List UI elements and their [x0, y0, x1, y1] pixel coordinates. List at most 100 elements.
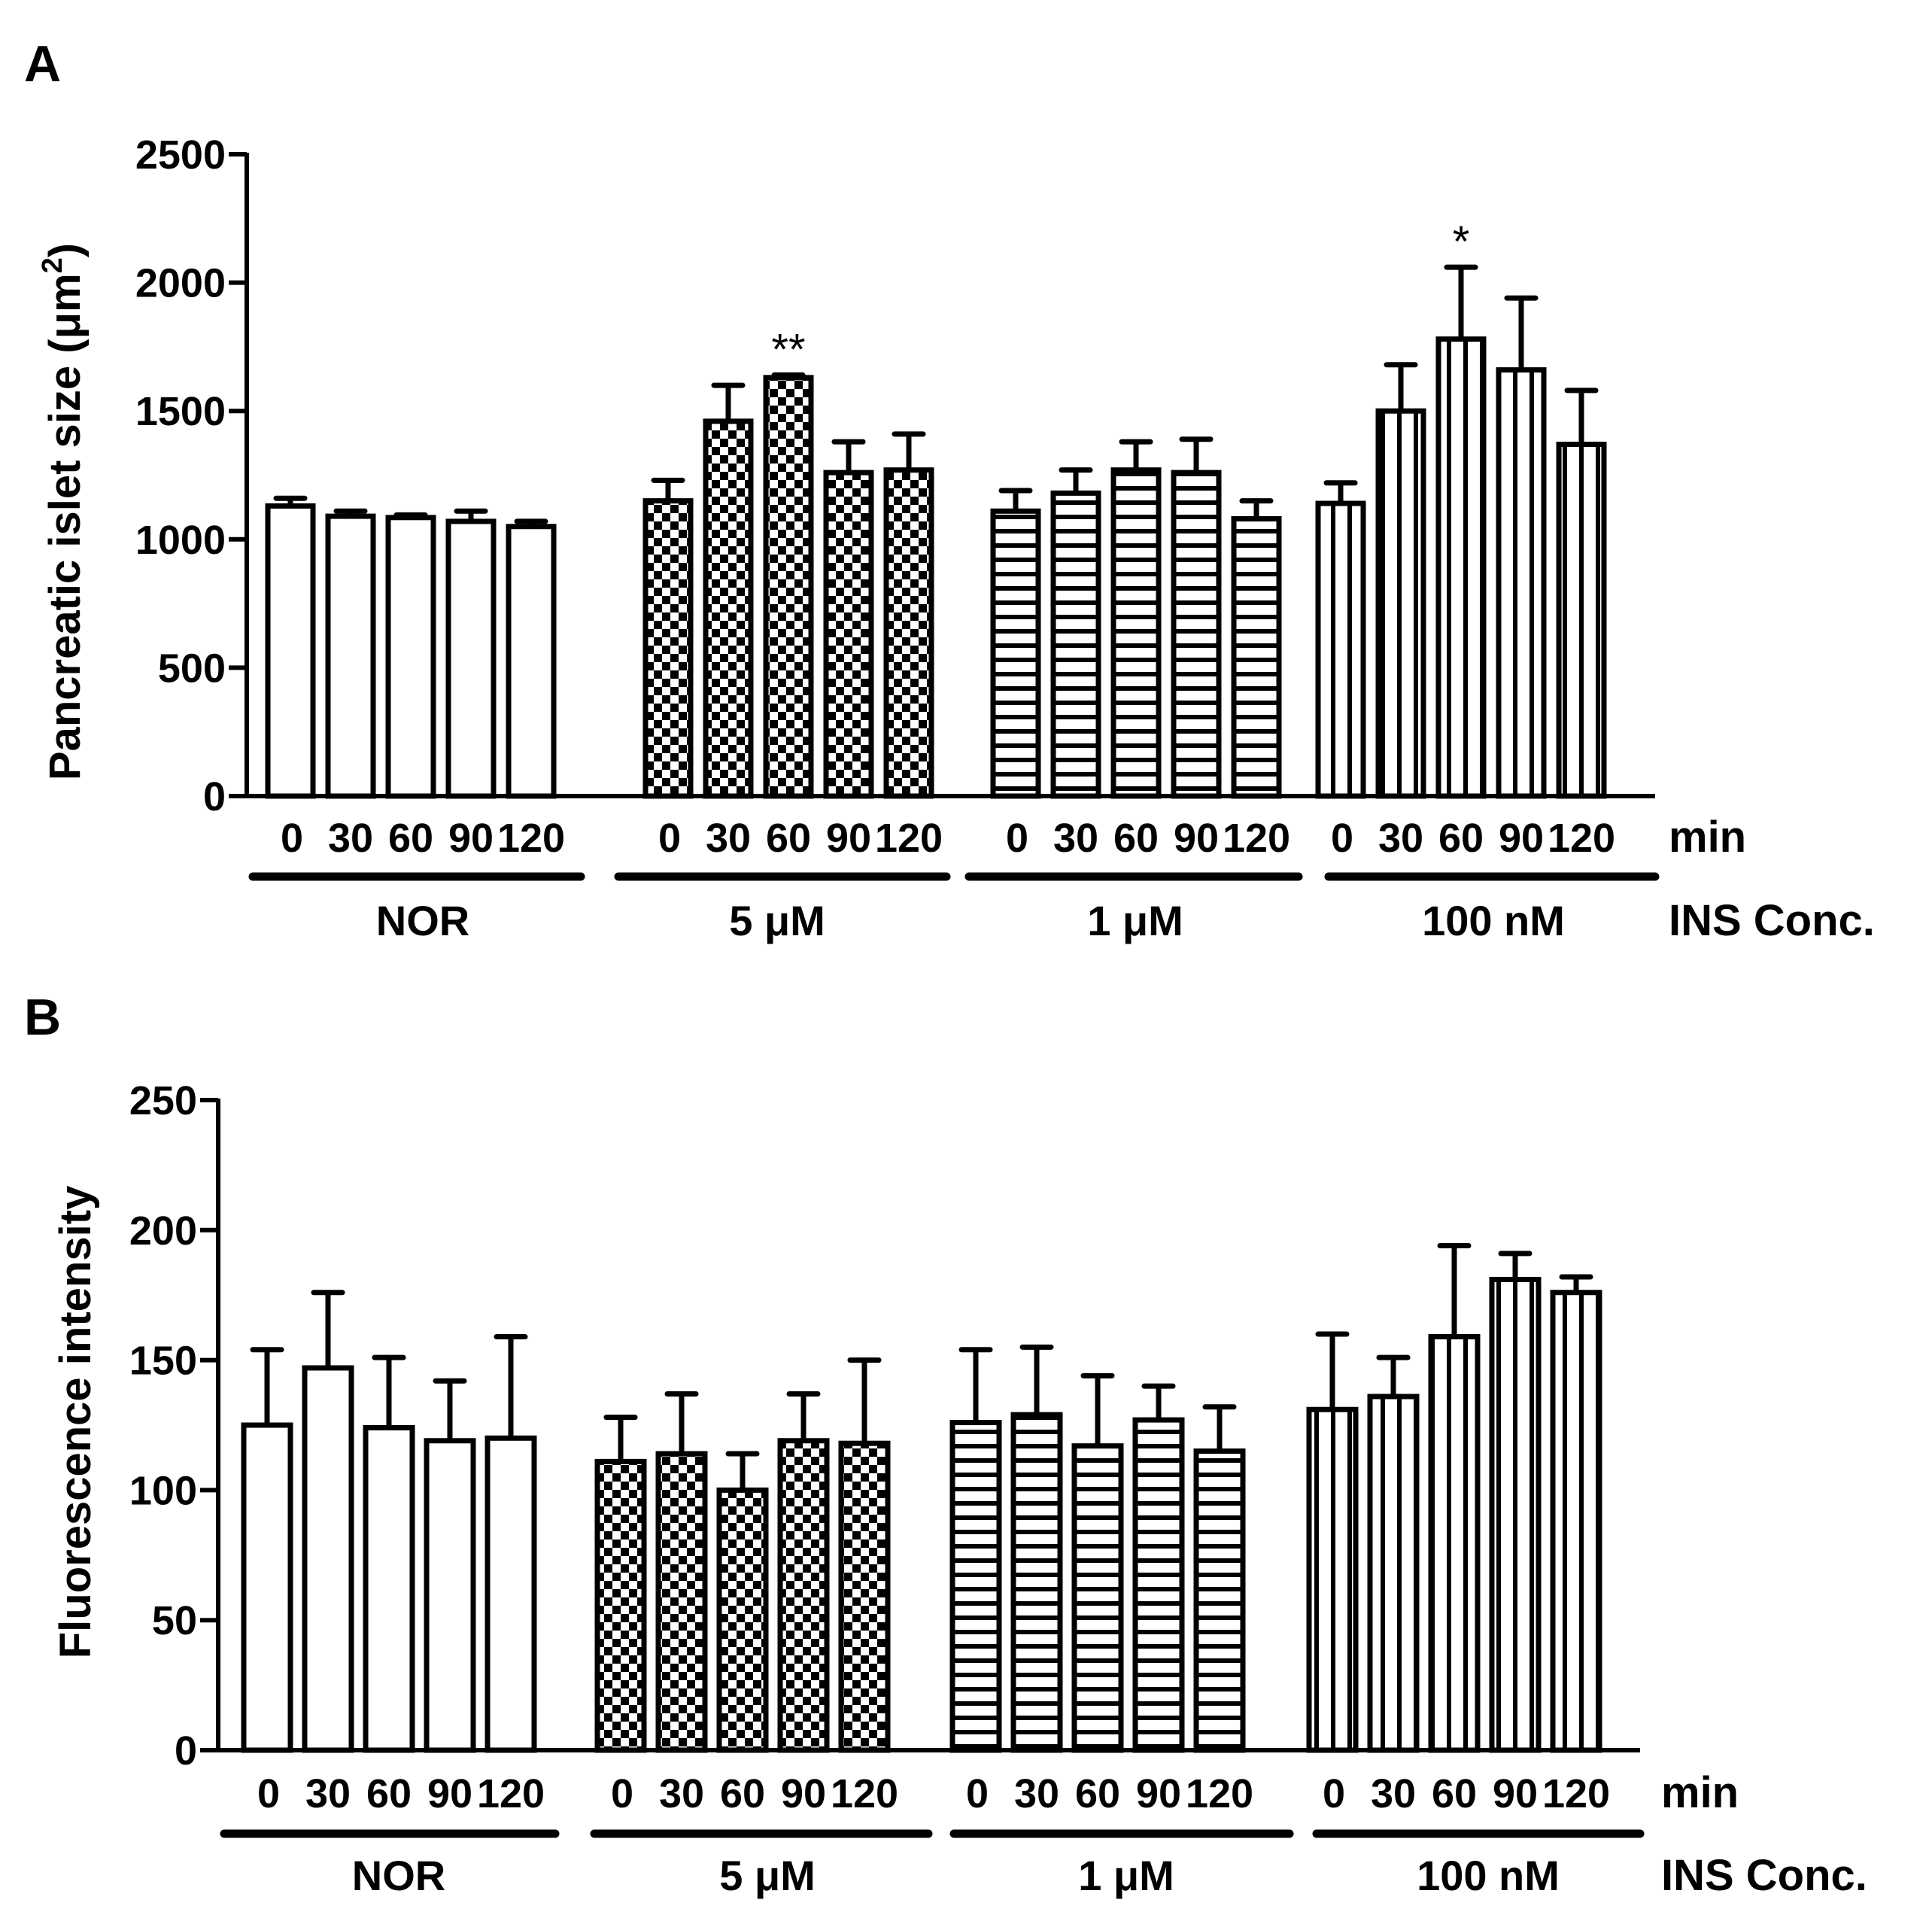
panel-a-bar	[642, 498, 694, 799]
panel-b-y-tick-label: 150	[129, 1339, 197, 1384]
panel-a-chart: A Pancreatic islet size (μm2) *** 050010…	[24, 35, 1875, 945]
panel-b-bar	[241, 1422, 293, 1753]
panel-b-x-tick-label: 90	[427, 1771, 472, 1816]
panel-b-x-tick-label: 30	[1371, 1771, 1416, 1816]
panel-b-bars	[241, 1243, 1602, 1753]
panel-a-y-tick-label: 2500	[135, 132, 226, 178]
panel-b-bar	[777, 1438, 830, 1753]
panel-a-bar	[265, 503, 316, 799]
panel-b-x-tick-label: 0	[966, 1771, 989, 1816]
panel-a-bar	[506, 524, 557, 799]
panel-a-x-tick-label: 120	[1548, 816, 1615, 861]
panel-b-x-tick-label: 120	[831, 1771, 898, 1816]
panel-a-y-tick-label: 1000	[135, 518, 226, 563]
panel-b-bar	[1550, 1290, 1602, 1753]
panel-a-group-labels: NOR 5 μM 1 μM 100 nM	[248, 872, 1660, 944]
panel-a-bar	[1496, 367, 1547, 799]
panel-a-x-tick-label: 30	[328, 816, 373, 861]
panel-b-x-tick-label: 60	[1075, 1771, 1120, 1816]
panel-a-x-tick-label: 0	[1331, 816, 1353, 861]
panel-a-x-tick-label: 90	[448, 816, 494, 861]
panel-b-group-labels: NOR 5 μM 1 μM 100 nM	[220, 1829, 1645, 1899]
panel-b-time-unit-label: min	[1661, 1768, 1739, 1817]
panel-a-bar	[445, 518, 497, 799]
panel-a-axes	[245, 153, 1655, 798]
panel-b-x-tick-label: 60	[720, 1771, 765, 1816]
panel-b-group-label: 5 μM	[719, 1852, 816, 1899]
panel-a-group-label: 5 μM	[729, 897, 825, 944]
panel-b-bar	[1489, 1276, 1542, 1753]
panel-a-group-label: 1 μM	[1087, 897, 1183, 944]
panel-a-y-tick-label: 0	[203, 774, 226, 819]
panel-b-group-label: 1 μM	[1078, 1852, 1174, 1899]
panel-a-x-tick-label: 0	[281, 816, 303, 861]
panel-a-bar	[1435, 336, 1487, 799]
panel-b-bar	[1071, 1443, 1124, 1753]
panel-b-x-tick-label: 30	[305, 1771, 351, 1816]
panel-b-bar	[949, 1420, 1002, 1753]
panel-a-bar	[385, 515, 436, 799]
panel-b-x-tick-label: 60	[366, 1771, 412, 1816]
panel-a-x-tick-label: 120	[497, 816, 565, 861]
panel-b-bar	[655, 1451, 708, 1753]
panel-b-x-tick-label: 90	[781, 1771, 826, 1816]
panel-b-bar	[1428, 1333, 1481, 1753]
panel-a-group-label: 100 nM	[1422, 897, 1565, 944]
panel-b-bar	[485, 1435, 537, 1753]
panel-a-x-tick-label: 60	[1438, 816, 1484, 861]
panel-b-y-tick-label: 50	[152, 1598, 197, 1643]
panel-b-x-tick-label: 90	[1493, 1771, 1538, 1816]
panel-b-bar	[1193, 1448, 1246, 1753]
panel-a-significance-marker: *	[1453, 217, 1470, 266]
panel-b-bar	[1010, 1412, 1063, 1753]
panel-a-bar	[1315, 500, 1366, 799]
panel-b-letter: B	[24, 989, 61, 1046]
panel-a-letter: A	[24, 35, 61, 93]
panel-b-group-label: NOR	[352, 1852, 445, 1899]
panel-a-bars: ***	[265, 217, 1607, 799]
panel-b-group-label: 100 nM	[1417, 1852, 1560, 1899]
panel-a-x-tick-label: 120	[1223, 816, 1290, 861]
panel-a-x-tick-label: 0	[658, 816, 681, 861]
panel-a-bar	[990, 508, 1041, 799]
panel-a-x-tick-label: 90	[1499, 816, 1544, 861]
panel-a-y-tick-label: 1500	[135, 389, 226, 434]
panel-a-x-tick-label: 60	[766, 816, 811, 861]
panel-b-x-tick-label: 30	[659, 1771, 704, 1816]
panel-b-x-tick-label: 60	[1432, 1771, 1477, 1816]
panel-a-x-tick-label: 90	[826, 816, 871, 861]
panel-b-bar	[302, 1365, 354, 1753]
panel-b-y-tick-label: 100	[129, 1468, 197, 1513]
panel-b-x-tick-label: 120	[1186, 1771, 1253, 1816]
panel-a-conc-title: INS Conc.	[1669, 896, 1875, 945]
panel-a-x-tick-label: 30	[1053, 816, 1098, 861]
panel-b-x-tick-label: 120	[1542, 1771, 1610, 1816]
panel-a-x-tick-label: 30	[706, 816, 751, 861]
panel-b-x-tick-label: 0	[257, 1771, 280, 1816]
panel-b-x-tick-label: 120	[477, 1771, 545, 1816]
panel-b-x-ticks: 0 30 60 90 120 0 30 60 90 120 0 30 60 90 120 0 30 60 90 120	[257, 1771, 1610, 1816]
panel-b-y-tick-label: 200	[129, 1208, 197, 1254]
panel-a-y-tick-label: 2000	[135, 261, 226, 306]
panel-b-bar	[424, 1438, 476, 1753]
panel-a-group-label: NOR	[376, 897, 469, 944]
panel-b-bar	[363, 1424, 415, 1753]
panel-b-y-tick-label: 250	[129, 1078, 197, 1123]
panel-a-bar	[1171, 470, 1222, 799]
panel-b-y-tick-label: 0	[175, 1728, 197, 1774]
panel-b-bar	[594, 1458, 647, 1753]
panel-b-y-axis-title: Fluorescence intensity	[51, 1186, 100, 1659]
panel-a-bar	[325, 513, 376, 799]
panel-b-x-tick-label: 0	[1323, 1771, 1345, 1816]
panel-a-bar	[703, 418, 754, 799]
panel-a-y-axis-title: Pancreatic islet size (μm2)	[37, 243, 90, 780]
panel-b-bar	[1306, 1406, 1359, 1753]
panel-a-significance-marker: **	[771, 325, 805, 374]
panel-a-bar	[1110, 467, 1162, 799]
panel-a-bar	[1231, 516, 1282, 799]
panel-b-x-tick-label: 0	[611, 1771, 633, 1816]
panel-a-bar	[1556, 442, 1607, 799]
panel-a-x-tick-label: 30	[1378, 816, 1423, 861]
panel-b-bar	[716, 1487, 769, 1753]
